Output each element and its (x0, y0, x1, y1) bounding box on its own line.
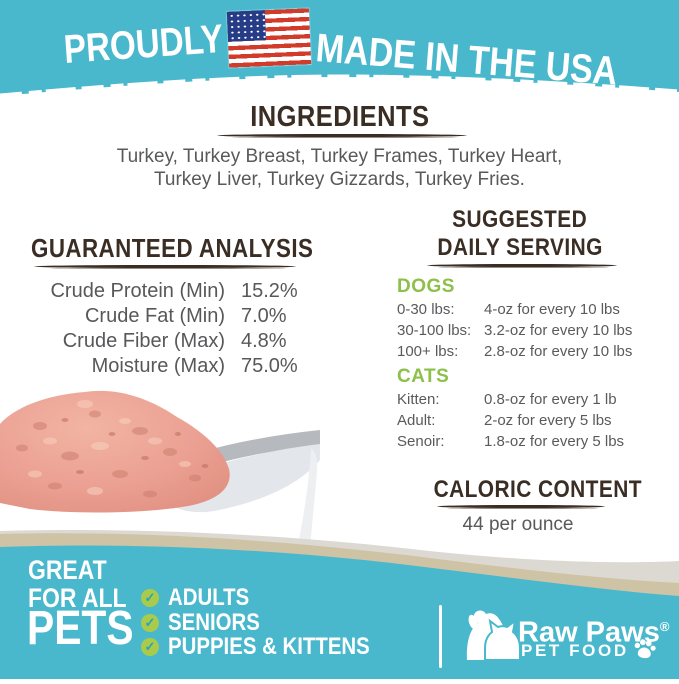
analysis-value: 15.2% (241, 280, 298, 302)
analysis-value: 4.8% (241, 330, 287, 352)
serving-label: 0-30 lbs: (397, 301, 455, 318)
analysis-value: 75.0% (241, 355, 298, 377)
dogs-heading: DOGS (397, 276, 455, 297)
table-row: Crude Fat (Min) 7.0% (28, 304, 308, 329)
check-icon: ✓ (141, 613, 159, 632)
serving-value: 2.8-oz for every 10 lbs (484, 343, 633, 360)
cats-heading: CATS (397, 366, 450, 387)
serving-value: 2-oz for every 5 lbs (484, 412, 612, 429)
great-for-all-pets-line2: FOR ALL (28, 583, 127, 613)
flag-canton (226, 10, 267, 42)
great-for-all-pets-line1: GREAT (28, 555, 107, 585)
table-row: 0-30 lbs: 4-oz for every 10 lbs (397, 299, 662, 320)
table-row: Adult: 2-oz for every 5 lbs (397, 410, 662, 431)
serving-label: Adult: (397, 412, 436, 429)
caloric-content-value: 44 per ounce (462, 514, 574, 535)
caloric-content-title: CALORIC CONTENT (433, 476, 642, 503)
table-row: Senoir: 1.8-oz for every 5 lbs (397, 431, 662, 452)
proudly-text: PROUDLY (62, 16, 225, 72)
serving-value: 4-oz for every 10 lbs (484, 301, 620, 318)
list-item: ✓ PUPPIES & KITTENS (141, 633, 405, 661)
serving-value: 3.2-oz for every 10 lbs (484, 322, 633, 339)
list-item: ✓ SENIORS (141, 608, 405, 636)
serving-label: 30-100 lbs: (397, 322, 472, 339)
checklist-label: ADULTS (168, 584, 250, 612)
top-banner-background (0, 0, 679, 108)
brand-tagline: PET FOOD (521, 641, 629, 660)
table-row: 30-100 lbs: 3.2-oz for every 10 lbs (397, 320, 662, 341)
ingredients-list: Turkey, Turkey Breast, Turkey Frames, Tu… (0, 146, 679, 191)
brand-name: Raw Paws® (518, 616, 670, 649)
ingredients-line-2: Turkey Liver, Turkey Gizzards, Turkey Fr… (154, 168, 525, 190)
guaranteed-analysis-underline (34, 265, 296, 270)
ingredients-line-1: Turkey, Turkey Breast, Turkey Frames, Tu… (116, 146, 563, 167)
ingredients-underline (217, 134, 467, 139)
analysis-label: Crude Fat (Min) (84, 305, 225, 327)
checklist-label: PUPPIES & KITTENS (168, 633, 370, 661)
guaranteed-analysis-table: Crude Protein (Min) 15.2% Crude Fat (Min… (28, 279, 308, 379)
table-row: Kitten: 0.8-oz for every 1 lb (397, 389, 662, 410)
registered-mark: ® (659, 619, 670, 634)
analysis-label: Crude Fiber (Max) (62, 330, 225, 352)
serving-label: Kitten: (397, 391, 440, 408)
daily-serving-title: SUGGESTED DAILY SERVING (437, 206, 603, 261)
analysis-label: Crude Protein (Min) (50, 280, 225, 302)
analysis-label: Moisture (Max) (91, 355, 225, 377)
dog-cat-icon (461, 610, 521, 661)
analysis-value: 7.0% (241, 305, 287, 327)
ingredients-title: INGREDIENTS (249, 101, 430, 133)
top-banner: PROUDLY MADE IN THE USA (0, 0, 679, 108)
serving-value: 0.8-oz for every 1 lb (484, 391, 617, 408)
table-row: Crude Protein (Min) 15.2% (28, 279, 308, 304)
paw-icon (632, 637, 658, 661)
check-icon: ✓ (141, 589, 159, 608)
serving-value: 1.8-oz for every 5 lbs (484, 433, 625, 450)
raw-food-bowl-photo (0, 386, 320, 558)
great-for-all-pets-line3: PETS (27, 602, 134, 655)
caloric-content-underline (437, 505, 605, 510)
check-icon: ✓ (141, 638, 159, 657)
us-flag-icon (226, 8, 312, 68)
cats-serving-table: Kitten: 0.8-oz for every 1 lb Adult: 2-o… (397, 389, 662, 452)
serving-label: 100+ lbs: (397, 343, 459, 360)
pet-types-checklist: ✓ ADULTS ✓ SENIORS ✓ PUPPIES & KITTENS (141, 584, 405, 661)
raw-meat (0, 390, 230, 513)
serving-label: Senoir: (397, 433, 445, 450)
table-row: Moisture (Max) 75.0% (28, 354, 308, 379)
guaranteed-analysis-title: GUARANTEED ANALYSIS (31, 233, 314, 263)
vertical-divider (439, 605, 442, 668)
daily-serving-underline (427, 264, 617, 269)
list-item: ✓ ADULTS (141, 584, 405, 612)
table-row: Crude Fiber (Max) 4.8% (28, 329, 308, 354)
table-row: 100+ lbs: 2.8-oz for every 10 lbs (397, 341, 662, 362)
checklist-label: SENIORS (168, 608, 260, 636)
dogs-serving-table: 0-30 lbs: 4-oz for every 10 lbs 30-100 l… (397, 299, 662, 362)
